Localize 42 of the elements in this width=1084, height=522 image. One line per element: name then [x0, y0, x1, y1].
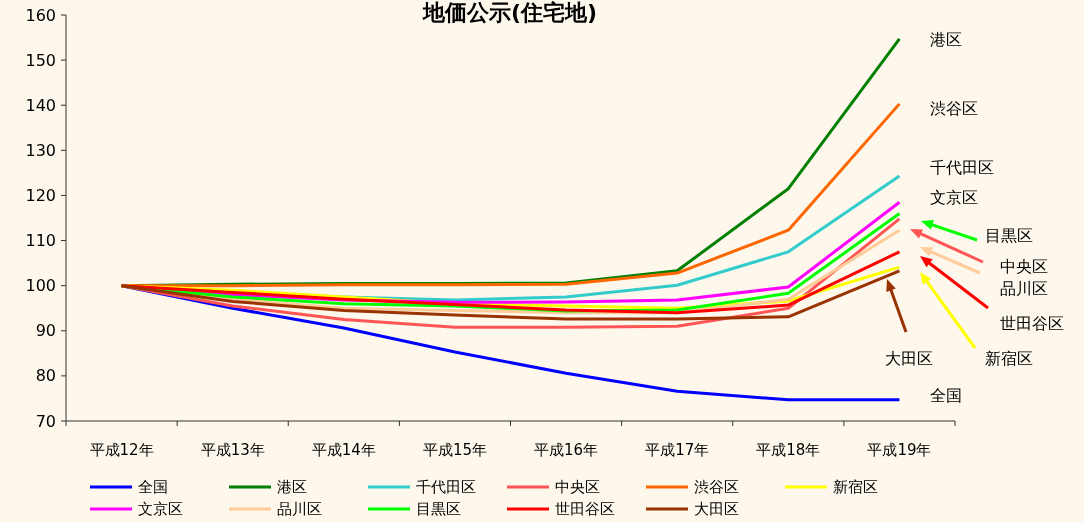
text: 千代田区: [930, 158, 994, 177]
text: 全国: [930, 386, 962, 405]
y-tick-label: 140: [25, 95, 56, 115]
x-tick-label: 平成18年: [756, 441, 821, 459]
chart-title: 地価公示(住宅地): [421, 0, 598, 25]
x-tick-label: 平成12年: [89, 441, 154, 459]
legend-label: 目黒区: [985, 226, 1033, 245]
y-tick-label: 90: [35, 321, 56, 341]
text: 中央区: [1000, 257, 1048, 276]
x-tick-label: 平成16年: [534, 441, 599, 459]
y-tick-label: 70: [35, 411, 56, 431]
y-tick-label: 160: [25, 5, 56, 25]
x-tick-label: 平成17年: [645, 441, 710, 459]
text: 新宿区: [985, 349, 1033, 368]
legend-label: 港区: [277, 478, 307, 497]
x-tick-label: 平成15年: [422, 441, 487, 459]
line-series: [120, 269, 901, 321]
y-tick-label: 80: [35, 366, 56, 386]
y-tick-label: 150: [25, 50, 56, 70]
text: 品川区: [1000, 279, 1048, 298]
text: 世田谷区: [1000, 314, 1064, 333]
legend-label: 渋谷区: [694, 478, 739, 497]
y-tick-label: 100: [25, 276, 56, 296]
x-tick-label: 平成13年: [200, 441, 265, 459]
text: 大田区: [885, 349, 933, 368]
x-tick-label: 平成19年: [867, 441, 932, 459]
legend-label: 文京区: [138, 500, 183, 519]
text: 港区: [930, 30, 962, 49]
text: 目黒区: [416, 500, 461, 519]
legend-label: 全国: [138, 478, 168, 497]
legend-label: 中央区: [555, 478, 600, 497]
legend-label: 新宿区: [833, 478, 878, 497]
y-tick-label: 130: [25, 140, 56, 160]
y-tick-label: 120: [25, 186, 56, 206]
legend-label: 世田谷区: [555, 500, 615, 519]
legend-label: 大田区: [694, 500, 739, 519]
x-tick-label: 平成14年: [311, 441, 376, 459]
text: 文京区: [930, 188, 978, 207]
text: 渋谷区: [930, 99, 978, 118]
legend-label: 千代田区: [416, 478, 476, 497]
legend-label: 品川区: [277, 500, 322, 519]
y-tick-label: 110: [25, 231, 56, 251]
